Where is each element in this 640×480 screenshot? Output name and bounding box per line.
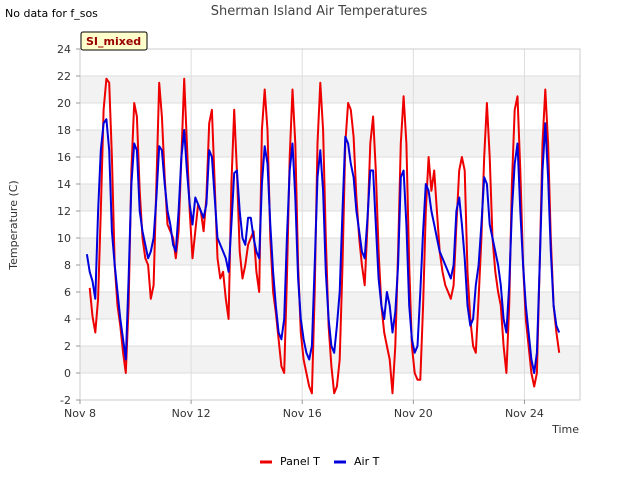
- grid-band: [80, 184, 580, 211]
- x-tick-label: Nov 20: [394, 407, 433, 420]
- x-tick-label: Nov 8: [64, 407, 96, 420]
- no-data-message: No data for f_sos: [5, 7, 98, 20]
- grid-band: [80, 292, 580, 319]
- y-tick-label: 12: [57, 205, 71, 218]
- y-tick-label: 8: [64, 259, 71, 272]
- y-tick-label: 22: [57, 70, 71, 83]
- y-tick-label: 16: [57, 151, 71, 164]
- series-line-air-t: [85, 118, 561, 374]
- legend-label: Panel T: [280, 455, 320, 468]
- y-tick-label: -2: [60, 394, 71, 407]
- grid-band: [80, 130, 580, 157]
- y-tick-label: 18: [57, 124, 71, 137]
- y-axis-label: Temperature (C): [7, 180, 20, 270]
- y-tick-label: 10: [57, 232, 71, 245]
- y-tick-label: 6: [64, 286, 71, 299]
- y-tick-label: 14: [57, 178, 71, 191]
- series-line-panel-t: [88, 77, 561, 395]
- chart-title: Sherman Island Air Temperatures: [211, 4, 428, 19]
- x-tick-label: Nov 24: [505, 407, 544, 420]
- legend-label: Air T: [354, 455, 380, 468]
- x-tick-label: Nov 12: [172, 407, 211, 420]
- series-layer: [85, 77, 561, 395]
- plot-frame: [79, 48, 581, 401]
- site-badge-label: SI_mixed: [86, 35, 141, 48]
- x-axis-label: Time: [551, 423, 579, 436]
- x-tick-labels: Nov 8 Nov 12 Nov 16 Nov 20 Nov 24: [64, 400, 544, 420]
- y-tick-label: 20: [57, 97, 71, 110]
- y-tick-label: 4: [64, 313, 71, 326]
- y-tick-label: 24: [57, 43, 71, 56]
- y-tick-label: 2: [64, 340, 71, 353]
- legend: Panel T Air T: [260, 455, 380, 468]
- grid-band: [80, 76, 580, 103]
- y-tick-label: 0: [64, 367, 71, 380]
- site-badge: SI_mixed: [80, 31, 148, 51]
- x-tick-label: Nov 16: [283, 407, 322, 420]
